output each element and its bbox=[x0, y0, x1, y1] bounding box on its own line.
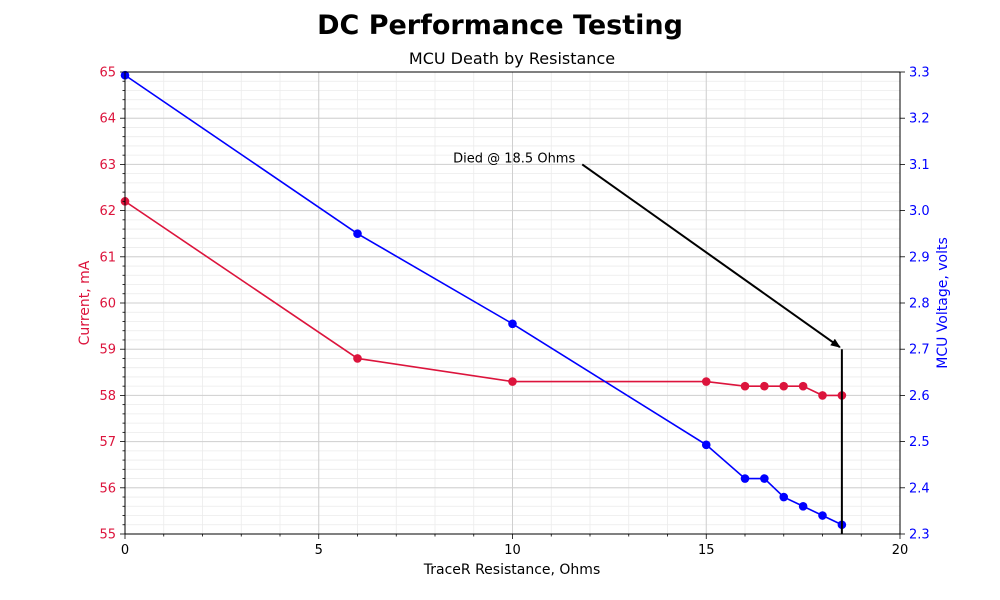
x-tick-label: 20 bbox=[892, 543, 909, 558]
y-axis-right-label: MCU Voltage, volts bbox=[935, 237, 951, 369]
data-point-current bbox=[779, 381, 789, 391]
x-tick-label: 0 bbox=[121, 543, 129, 558]
y-left-tick-label: 57 bbox=[99, 435, 116, 450]
series-layer bbox=[120, 70, 847, 530]
y-right-tick-label: 2.5 bbox=[909, 435, 930, 450]
data-point-voltage bbox=[508, 319, 517, 329]
data-point-current bbox=[798, 381, 808, 391]
chart-title: DC Performance Testing bbox=[317, 10, 683, 41]
y-right-tick-label: 3.0 bbox=[909, 204, 930, 219]
annotation-text: Died @ 18.5 Ohms bbox=[453, 151, 575, 166]
data-point-current bbox=[701, 377, 711, 386]
chart-subtitle: MCU Death by Resistance bbox=[409, 49, 615, 68]
x-tick-label: 5 bbox=[315, 543, 323, 558]
x-axis-label: TraceR Resistance, Ohms bbox=[423, 562, 600, 578]
series-line-voltage bbox=[124, 74, 843, 526]
grid bbox=[124, 71, 901, 535]
data-point-current bbox=[353, 354, 362, 363]
y-right-tick-label: 2.7 bbox=[909, 343, 930, 358]
y-left-tick-label: 65 bbox=[99, 66, 116, 81]
y-left-tick-label: 56 bbox=[99, 481, 116, 496]
y-left-tick-label: 63 bbox=[99, 158, 116, 173]
y-right-tick-label: 3.1 bbox=[909, 158, 930, 173]
data-point-current bbox=[760, 381, 769, 391]
y-left-tick-label: 55 bbox=[99, 528, 116, 543]
x-tick-label: 15 bbox=[698, 543, 715, 558]
annotation-arrow bbox=[581, 163, 841, 349]
y-right-tick-label: 2.3 bbox=[909, 528, 930, 543]
y-left-tick-label: 64 bbox=[99, 112, 116, 127]
data-point-current bbox=[740, 381, 750, 391]
data-point-voltage bbox=[740, 474, 750, 483]
y-left-tick-label: 61 bbox=[99, 250, 116, 265]
y-left-tick-label: 62 bbox=[99, 204, 116, 219]
y-right-tick-label: 2.4 bbox=[909, 481, 930, 496]
x-tick-label: 10 bbox=[504, 543, 521, 558]
data-point-current bbox=[508, 377, 517, 386]
y-right-tick-label: 2.6 bbox=[909, 389, 930, 404]
data-point-voltage bbox=[760, 474, 769, 483]
y-right-tick-label: 3.3 bbox=[909, 66, 930, 81]
data-point-voltage bbox=[798, 501, 808, 511]
y-axis-left-label: Current, mA bbox=[77, 260, 93, 345]
y-left-tick-label: 59 bbox=[99, 343, 116, 358]
data-point-current bbox=[818, 391, 827, 400]
y-right-tick-label: 2.9 bbox=[909, 250, 930, 265]
y-left-tick-label: 60 bbox=[99, 297, 116, 312]
axes: 0 5 10 15 20 55 56 57 58 59 60 61 62 63 64 65 2.3 2.4 2.5 2… bbox=[99, 66, 929, 559]
y-right-tick-label: 2.8 bbox=[909, 297, 930, 312]
data-point-voltage bbox=[818, 511, 827, 520]
data-point-voltage bbox=[353, 229, 362, 238]
y-right-tick-label: 3.2 bbox=[909, 112, 930, 127]
annotation-layer: Died @ 18.5 Ohms bbox=[453, 151, 843, 534]
series-line-current bbox=[124, 200, 842, 397]
y-left-tick-label: 58 bbox=[99, 389, 116, 404]
data-point-voltage bbox=[779, 492, 789, 502]
data-point-voltage bbox=[701, 440, 711, 450]
